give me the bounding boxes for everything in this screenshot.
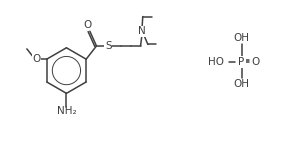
Text: O: O bbox=[83, 20, 91, 30]
Text: O: O bbox=[251, 57, 259, 67]
Text: OH: OH bbox=[234, 79, 249, 89]
Text: O: O bbox=[32, 54, 40, 64]
Text: P: P bbox=[239, 57, 245, 67]
Text: HO: HO bbox=[208, 57, 224, 67]
Text: NH₂: NH₂ bbox=[57, 106, 76, 116]
Text: S: S bbox=[105, 41, 111, 51]
Text: OH: OH bbox=[234, 33, 249, 43]
Text: N: N bbox=[138, 26, 146, 36]
